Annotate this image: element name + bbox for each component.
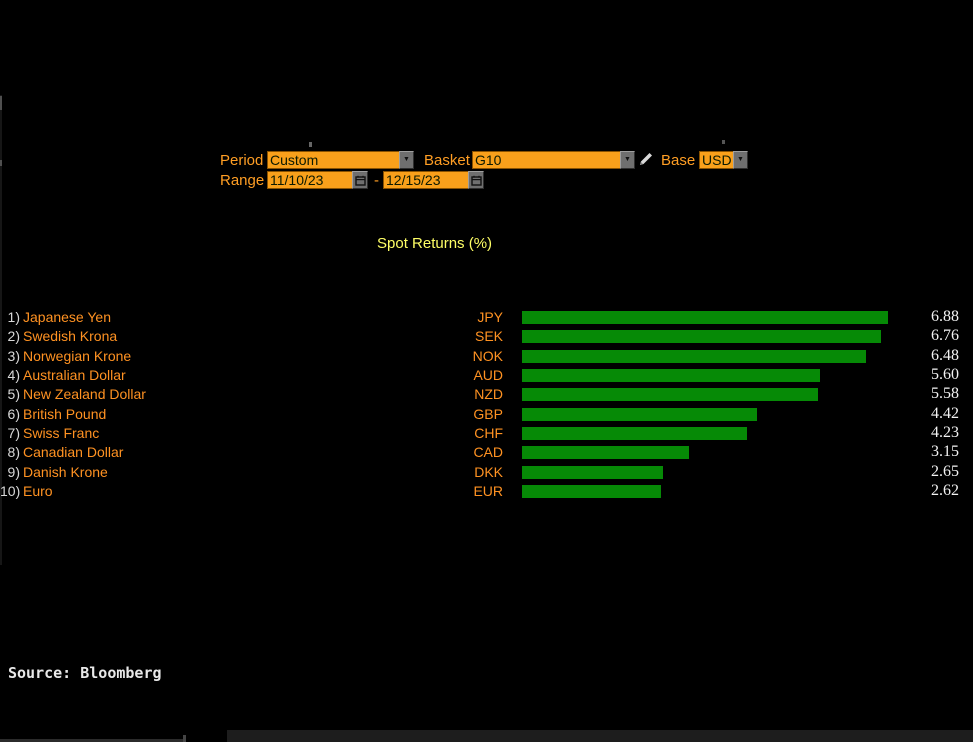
row-ticker: CHF: [474, 424, 503, 441]
row-ticker: CAD: [473, 444, 503, 461]
row-bar: [522, 311, 888, 324]
period-dropdown-arrow-icon[interactable]: ▼: [399, 151, 414, 169]
row-value: 6.76: [931, 327, 959, 345]
basket-label: Basket: [424, 152, 470, 169]
row-bar-track: [522, 407, 947, 421]
row-bar: [522, 465, 663, 479]
row-bar: [522, 388, 819, 402]
chart-row[interactable]: 2) Swedish Krona SEK 6.76: [0, 327, 973, 347]
row-value: 4.23: [931, 423, 959, 441]
row-bar: [522, 426, 747, 440]
row-rank: 2): [7, 328, 20, 345]
row-bar-track: [522, 330, 947, 344]
row-name: Japanese Yen: [23, 309, 111, 325]
row-bar: [522, 407, 757, 421]
row-bar-track: [522, 388, 947, 402]
row-bar-track: [522, 368, 947, 382]
row-value: 2.65: [931, 462, 959, 480]
row-name: Canadian Dollar: [23, 444, 124, 461]
row-value: 2.62: [931, 481, 959, 499]
chart-row[interactable]: 7) Swiss Franc CHF 4.23: [0, 423, 973, 444]
range-end-calendar-icon[interactable]: [468, 171, 484, 189]
pencil-edit-icon[interactable]: [637, 150, 655, 168]
chart-row[interactable]: 1) Japanese Yen JPY 6.88: [0, 308, 973, 328]
chart-rows: 1) Japanese Yen JPY 6.88 2) Swedish Kron…: [0, 308, 973, 509]
left-edge-line: [0, 95, 2, 565]
row-ticker: SEK: [474, 328, 503, 345]
chart-row[interactable]: 5) New Zealand Dollar NZD 5.58: [0, 385, 973, 405]
row-bar: [522, 368, 820, 382]
left-edge-notch: [0, 96, 2, 110]
chart-title: Spot Returns (%): [377, 235, 493, 252]
bottom-line: [0, 739, 183, 742]
range-start-input[interactable]: 11/10/23: [267, 171, 353, 189]
chart-row[interactable]: 6) British Pound GBP 4.42: [0, 404, 973, 425]
row-value: 3.15: [931, 443, 959, 461]
row-ticker: JPY: [477, 309, 503, 325]
row-rank: 7): [7, 424, 20, 441]
period-select[interactable]: Custom: [267, 151, 401, 169]
row-rank: 6): [7, 405, 20, 422]
row-bar-track: [522, 311, 947, 324]
row-rank: 4): [7, 366, 20, 383]
row-value: 5.58: [931, 385, 959, 403]
row-name: Swiss Franc: [23, 424, 100, 441]
bottom-band: [227, 730, 973, 742]
row-bar-track: [522, 349, 947, 363]
row-name: Swedish Krona: [23, 328, 118, 345]
row-value: 5.60: [931, 365, 959, 383]
base-select[interactable]: USD: [699, 151, 735, 169]
row-value: 6.88: [931, 308, 959, 325]
row-name: Australian Dollar: [23, 366, 126, 383]
row-bar: [522, 349, 867, 363]
base-dropdown-arrow-icon[interactable]: ▼: [733, 151, 748, 169]
chart-row[interactable]: 10) Euro EUR 2.62: [0, 481, 973, 502]
chart-row[interactable]: 8) Canadian Dollar CAD 3.15: [0, 443, 973, 463]
chart-row[interactable]: 3) Norwegian Krone NOK 6.48: [0, 346, 973, 367]
range-end-input[interactable]: 12/15/23: [383, 171, 469, 189]
row-rank: 9): [7, 463, 20, 480]
row-ticker: AUD: [473, 366, 503, 383]
base-label: Base: [661, 152, 696, 169]
row-bar-track: [522, 446, 947, 460]
top-speck-2: [722, 140, 725, 144]
bottom-tick: [183, 735, 186, 742]
row-value: 4.42: [931, 404, 959, 422]
row-ticker: NZD: [474, 386, 503, 403]
row-bar: [522, 484, 662, 498]
range-start-calendar-icon[interactable]: [352, 171, 368, 189]
row-bar: [522, 446, 690, 460]
basket-select[interactable]: G10: [472, 151, 624, 169]
row-rank: 3): [7, 347, 20, 364]
row-ticker: NOK: [472, 347, 503, 364]
row-name: Euro: [23, 482, 53, 499]
row-rank: 8): [7, 444, 20, 461]
row-rank: 5): [7, 386, 20, 403]
row-name: Danish Krone: [23, 463, 108, 480]
row-bar-track: [522, 426, 947, 440]
row-ticker: GBP: [473, 405, 503, 422]
range-separator: -: [374, 172, 379, 189]
row-name: British Pound: [23, 405, 107, 422]
source-credit: Source: Bloomberg: [8, 664, 162, 682]
chart-row[interactable]: 9) Danish Krone DKK 2.65: [0, 462, 973, 483]
row-bar-track: [522, 484, 947, 498]
row-rank: 1): [7, 309, 20, 325]
chart-row[interactable]: 4) Australian Dollar AUD 5.60: [0, 365, 973, 386]
row-bar: [522, 330, 882, 344]
row-ticker: EUR: [473, 482, 503, 499]
left-edge-dot: [0, 160, 2, 166]
row-bar-track: [522, 465, 947, 479]
row-name: New Zealand Dollar: [23, 386, 146, 403]
row-name: Norwegian Krone: [23, 347, 132, 364]
row-rank: 10): [0, 482, 21, 499]
period-label: Period: [220, 152, 264, 169]
row-ticker: DKK: [474, 463, 503, 480]
basket-dropdown-arrow-icon[interactable]: ▼: [620, 151, 635, 169]
range-label: Range: [220, 172, 265, 189]
row-value: 6.48: [931, 346, 959, 364]
top-speck-1: [309, 142, 312, 147]
